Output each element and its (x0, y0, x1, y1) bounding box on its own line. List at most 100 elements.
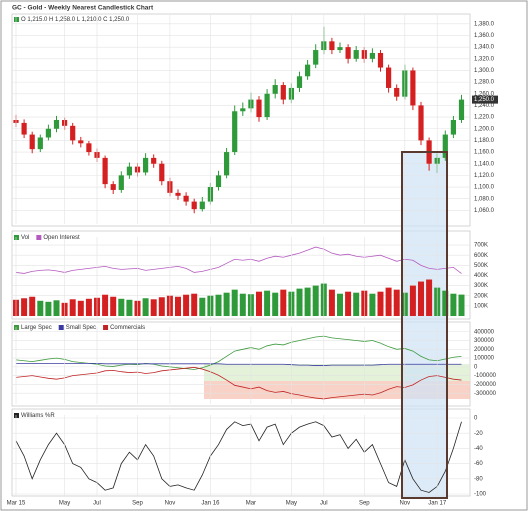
volume-bar (409, 285, 416, 316)
candle-body (313, 50, 319, 65)
legend-text: Small Spec (66, 325, 96, 331)
highlight-box (401, 151, 448, 499)
volume-bar (37, 300, 44, 316)
volume-bar (29, 296, 36, 316)
candle-body (256, 99, 262, 118)
candle-body (159, 163, 165, 182)
volume-bar (450, 293, 457, 316)
legend-text: O 1,215.0 H 1,258.0 L 1,210.0 C 1,250.0 (21, 17, 130, 23)
y-tick-label: 1,060.0 (474, 208, 495, 214)
highlight-region (402, 152, 447, 498)
legend-swatch (103, 325, 109, 330)
last-price-label: 1,250.0 (474, 97, 495, 103)
plot: 1,060.0 1,080.0 1,100.0 1,120.0 1,140.0 1,160… (7, 15, 498, 507)
volume-bar (296, 288, 303, 316)
series-line (15, 246, 462, 274)
legend-text: Large Spec (21, 325, 52, 331)
volume-bar (377, 291, 384, 316)
candle-body (272, 85, 278, 94)
legend-swatch (14, 235, 19, 240)
volume-bar (369, 293, 376, 316)
volume-bar (45, 301, 52, 316)
volume-bar (256, 291, 262, 316)
candle-body (418, 105, 424, 141)
x-tick-label: Jul (320, 501, 328, 507)
volume-bar (418, 281, 424, 316)
volume-bar (345, 291, 352, 316)
candle-body (191, 201, 197, 210)
candle-body (353, 50, 359, 59)
y-tick-label: 1,360.0 (474, 33, 495, 39)
candle-body (126, 166, 132, 176)
legend-swatch (36, 235, 42, 240)
volume-bar (426, 279, 433, 316)
volume-bar (231, 289, 238, 316)
volume-bar (118, 298, 125, 316)
y-tick-label: 1,120.0 (474, 173, 495, 179)
x-tick-label: May (286, 501, 297, 507)
y-tick-label: 400000 (474, 329, 495, 335)
candle-body (240, 108, 246, 112)
y-tick-label: -300000 (474, 391, 497, 397)
legend-swatch (14, 17, 19, 22)
candle-body (110, 184, 116, 190)
y-tick-label: 1,260.0 (474, 91, 495, 97)
candle-body (264, 93, 270, 118)
legend-swatch (14, 413, 19, 418)
volume-bar (150, 299, 157, 316)
volume-bar (312, 285, 319, 316)
chart-title: GC - Gold - Weekly Nearest Candlestick C… (12, 5, 154, 12)
candle-body (442, 134, 448, 158)
candle-body (37, 137, 43, 150)
volume-bar (175, 296, 181, 316)
y-tick-label: 600K (474, 253, 488, 259)
x-tick-label: May (59, 501, 70, 507)
y-tick-label: 1,200.0 (474, 126, 495, 132)
legend-swatch (14, 325, 19, 330)
y-tick-label: 1,220.0 (474, 115, 495, 121)
volume-bar (353, 292, 360, 316)
y-tick-label: 500K (474, 263, 488, 269)
legend-swatch (58, 325, 64, 330)
y-tick-label: 400K (474, 273, 488, 279)
y-tick-label: 200K (474, 293, 488, 299)
candle-body (199, 201, 205, 210)
volume-bar (110, 296, 117, 316)
candle-body (183, 195, 189, 202)
volume-bar (102, 294, 109, 316)
candle-body (369, 52, 375, 59)
volume-bar (69, 299, 76, 316)
y-tick-label: 300000 (474, 338, 495, 344)
volume-bar (142, 298, 149, 316)
last-price-tag (472, 95, 498, 104)
legend-text: Commercials (110, 325, 145, 331)
volume-bar (53, 300, 60, 316)
pane-frame (11, 230, 471, 320)
y-tick-label: 1,380.0 (474, 21, 495, 27)
candle-body (377, 52, 384, 68)
candle-body (86, 143, 92, 153)
volume-bar (264, 290, 271, 316)
y-tick-label: 1,180.0 (474, 138, 495, 144)
candle-body (329, 41, 335, 51)
volume-bar (126, 299, 133, 316)
x-tick-label: Jan 17 (428, 501, 447, 507)
candle-body (410, 70, 416, 106)
x-tick-label: Mar 15 (7, 501, 26, 507)
volume-bar (158, 297, 165, 316)
y-tick-label: 100K (474, 303, 488, 309)
candle-body (305, 64, 311, 77)
candle-body (102, 157, 108, 185)
candle-body (458, 99, 465, 120)
candle-body (345, 47, 351, 59)
y-tick-label: 1,100.0 (474, 185, 495, 191)
candle-body (215, 175, 222, 188)
y-tick-label: 1,140.0 (474, 161, 495, 167)
y-tick-label: 1,320.0 (474, 56, 495, 62)
candle-body (118, 175, 124, 190)
volume-bar (393, 289, 400, 316)
series-line (15, 421, 462, 493)
x-tick-label: Nov (399, 501, 410, 507)
y-tick-label: 0 (474, 364, 478, 370)
